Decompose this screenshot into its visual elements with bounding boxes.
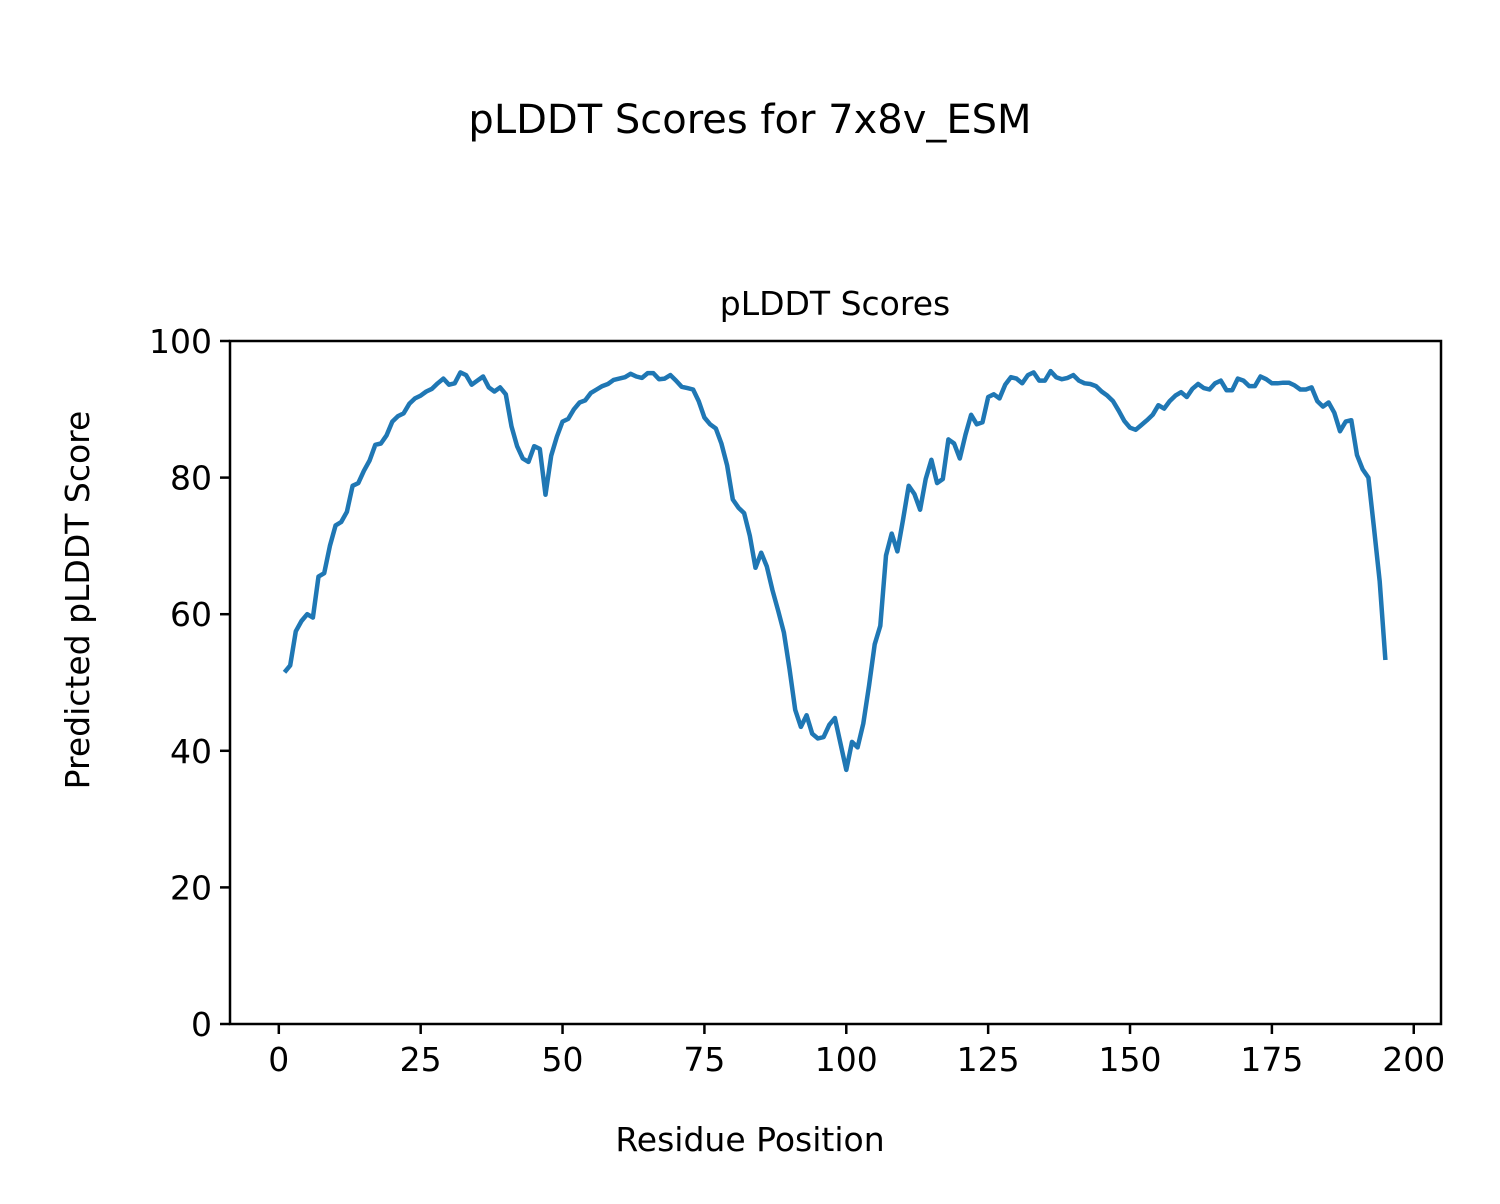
x-axis-label: Residue Position <box>615 1120 884 1159</box>
y-tick-label: 60 <box>170 595 212 634</box>
x-tick-label: 200 <box>1382 1040 1445 1079</box>
axes-frame <box>228 339 1443 1026</box>
x-ticks: 0 25 50 75 100 125 150 175 200 <box>268 1024 1445 1079</box>
x-tick-label: 100 <box>815 1040 878 1079</box>
y-ticks: 0 20 40 60 80 100 <box>149 322 230 1044</box>
x-tick-label: 75 <box>683 1040 725 1079</box>
figure-title: pLDDT Scores for 7x8v_ESM <box>468 97 1031 143</box>
y-tick-label: 20 <box>170 868 212 907</box>
y-tick-label: 0 <box>191 1005 212 1044</box>
x-tick-label: 175 <box>1240 1040 1303 1079</box>
x-tick-label: 125 <box>957 1040 1020 1079</box>
x-tick-label: 0 <box>268 1040 289 1079</box>
axes-title: pLDDT Scores <box>720 284 950 323</box>
y-axis-label: Predicted pLDDT Score <box>58 411 97 790</box>
y-tick-label: 100 <box>149 322 212 361</box>
x-tick-label: 150 <box>1099 1040 1162 1079</box>
x-tick-label: 50 <box>542 1040 584 1079</box>
x-tick-label: 25 <box>400 1040 442 1079</box>
y-tick-label: 40 <box>170 732 212 771</box>
series-line-plddt <box>282 368 1388 773</box>
y-tick-label: 80 <box>170 459 212 498</box>
